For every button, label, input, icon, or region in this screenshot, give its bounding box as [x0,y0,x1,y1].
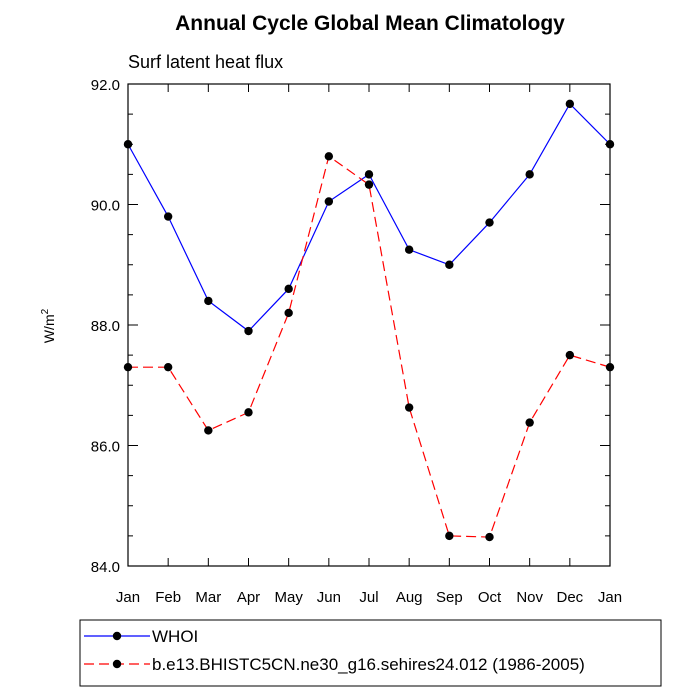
legend-box [79,619,662,687]
y-tick-label: 90.0 [91,198,120,215]
x-tick-label: Jun [317,589,341,606]
series-2-point [324,152,334,161]
series-1-point [364,170,374,179]
x-tick-label: Dec [556,589,583,606]
y-tick-label: 84.0 [91,559,120,576]
series-1-point [565,99,575,109]
x-tick-label: Aug [396,589,423,606]
series-2-point [163,362,173,372]
series-2-point [525,418,534,427]
x-tick-label: Feb [155,589,181,606]
series-1-point [485,218,494,227]
series-1-point [244,326,253,336]
x-tick-label: Jan [116,589,140,606]
legend-label-1: WHOI [152,627,198,646]
series-1-point [123,140,133,149]
x-tick-label: Jul [359,589,378,606]
plot-area: Jan Feb Mar Apr May Jun Jul Aug Sep Oct Nov Dec Jan 8… [91,77,622,606]
legend-marker-2 [112,659,122,669]
series-1-point [284,284,293,294]
series-1-point [605,140,615,149]
legend-marker-1 [112,631,122,641]
series-1-point [404,245,414,254]
series-2-point [204,426,213,435]
x-tick-label: Mar [195,589,221,606]
series-1-point [204,296,213,306]
x-tick-label: Nov [516,589,543,606]
legend-label-2: b.e13.BHISTC5CN.ne30_g16.sehires24.012 (… [152,655,585,674]
x-tick-label: Oct [478,589,502,606]
y-axis-label: W/m2 [40,308,57,343]
series-2-point [244,408,253,417]
series-1-point [445,260,454,269]
x-tick-label: Jan [598,589,622,606]
series-2-point [485,532,494,542]
series-line-1 [127,102,611,332]
chart-title: Annual Cycle Global Mean Climatology [175,12,565,35]
y-tick-label: 86.0 [91,439,120,456]
series-2-point [565,350,575,360]
x-tick-label: Sep [436,589,463,606]
series-2-point [123,362,133,372]
legend: WHOI b.e13.BHISTC5CN.ne30_g16.sehires24.0… [79,619,662,687]
series-1-point [324,197,334,206]
y-tick-label: 88.0 [91,318,120,335]
series-2-point [404,403,414,412]
series-2-point [284,308,293,318]
series-1-point [163,212,173,221]
series-2-point [445,531,454,541]
x-tick-label: May [274,589,303,606]
y-axis-label-base: W/m [41,314,57,343]
y-tick-label: 92.0 [91,77,120,94]
chart-subtitle: Surf latent heat flux [128,52,283,72]
plot-frame [127,83,611,567]
x-tick-label: Apr [237,589,260,606]
series-2-point [605,362,615,372]
series-1-point [525,170,534,179]
y-axis-label-superscript: 2 [40,308,51,314]
series-2-point [364,180,374,189]
series-line-2 [128,155,611,538]
